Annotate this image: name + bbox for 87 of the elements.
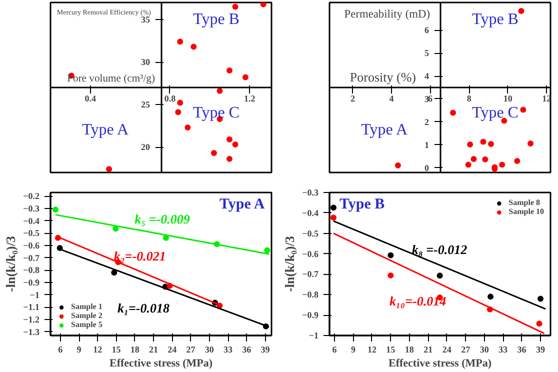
annotation: Type C bbox=[472, 104, 518, 122]
annotation: Type A bbox=[82, 122, 129, 138]
x-tick-label: 33 bbox=[224, 344, 234, 354]
annotation: Type A bbox=[220, 196, 265, 212]
x-tick-label: 27 bbox=[186, 344, 196, 354]
annotation: Type B bbox=[472, 11, 518, 28]
x-tick-label: 21 bbox=[424, 344, 434, 354]
y-tick-label: −0.9 bbox=[302, 310, 319, 320]
legend-label: Sample 10 bbox=[508, 207, 544, 216]
legend-label: Sample 2 bbox=[71, 311, 102, 320]
y-tick-label: −1 bbox=[30, 290, 40, 300]
annotation: k₈ =-0.012 bbox=[412, 242, 468, 258]
legend-label: Sample 5 bbox=[71, 320, 102, 329]
y-tick-label: −0.5 bbox=[23, 228, 40, 238]
x-tick-label: 2 bbox=[350, 94, 356, 104]
annotation: Type C bbox=[193, 104, 240, 122]
y-tick-label: −0.4 bbox=[23, 216, 40, 226]
x-tick-label: 15 bbox=[112, 344, 122, 354]
x-tick-label: 0.8 bbox=[164, 94, 176, 104]
y-tick-label: 3 bbox=[424, 94, 430, 104]
y-tick-label: −0.3 bbox=[302, 188, 319, 198]
y-axis-title: Permeability (mD) bbox=[344, 8, 430, 20]
x-tick-label: 12 bbox=[367, 344, 377, 354]
x-tick-label: 8 bbox=[466, 94, 472, 104]
y-tick-label: 4 bbox=[424, 71, 430, 82]
y-tick-label: −1.2 bbox=[23, 314, 40, 324]
y-axis-title: -ln(k/k₀)/3 bbox=[3, 236, 18, 292]
x-tick-label: 6 bbox=[332, 344, 338, 354]
annotation: k₁=-0.018 bbox=[117, 300, 170, 316]
y-tick-label: 6 bbox=[424, 25, 430, 36]
legend-label: Sample 1 bbox=[71, 302, 102, 311]
x-tick-label: 18 bbox=[130, 344, 140, 354]
y-tick-label: 5 bbox=[424, 48, 430, 58]
annotation: k₂=-0.021 bbox=[114, 248, 166, 264]
x-tick-label: 0.4 bbox=[84, 94, 96, 104]
x-tick-label: 30 bbox=[204, 344, 214, 354]
annotation: k₁₀=-0.014 bbox=[390, 293, 447, 308]
y-tick-label: −0.8 bbox=[23, 265, 40, 276]
y-tick-label: −0.6 bbox=[23, 240, 40, 251]
y-tick-label: 1 bbox=[424, 140, 430, 150]
y-tick-label: −0.6 bbox=[302, 248, 319, 259]
y-tick-label: −0.8 bbox=[302, 290, 319, 300]
x-axis-title: Effective stress (MPa) bbox=[388, 358, 492, 370]
x-tick-label: 24 bbox=[442, 344, 452, 354]
x-tick-label: 33 bbox=[498, 344, 508, 354]
annotation: Type B bbox=[340, 196, 385, 212]
x-tick-label: 6 bbox=[58, 344, 64, 354]
y-tick-label: 30 bbox=[141, 57, 150, 67]
annotation: Type A bbox=[361, 122, 408, 138]
annotation: Type B bbox=[193, 11, 240, 28]
annotation: k₅ =-0.009 bbox=[134, 211, 190, 226]
x-tick-label: 36 bbox=[517, 344, 527, 354]
y-tick-label: −1 bbox=[308, 330, 319, 340]
y-tick-label: −0.4 bbox=[302, 208, 319, 218]
x-tick-label: 9 bbox=[350, 344, 356, 354]
y-tick-label: −0.7 bbox=[23, 252, 40, 263]
x-axis-title: Pore volume (cm³/g) bbox=[67, 74, 156, 84]
y-tick-label: 0 bbox=[424, 162, 430, 173]
y-tick-label: −0.3 bbox=[23, 204, 40, 214]
x-tick-label: 15 bbox=[386, 344, 396, 354]
y-axis-title: -ln(k/k₀)/3 bbox=[282, 236, 298, 292]
x-tick-label: 12 bbox=[93, 344, 103, 354]
x-tick-label: 1.2 bbox=[244, 94, 256, 104]
y-tick-label: −0.7 bbox=[302, 269, 319, 280]
x-axis-title: Effective stress (MPa) bbox=[109, 358, 213, 370]
x-tick-label: 18 bbox=[404, 344, 414, 354]
y-tick-label: −0.5 bbox=[302, 228, 319, 238]
x-tick-label: 21 bbox=[149, 344, 159, 354]
y-tick-label: −1.3 bbox=[23, 326, 40, 337]
y-tick-label: 20 bbox=[141, 142, 150, 152]
y-tick-label: 2 bbox=[424, 116, 430, 127]
x-tick-label: 9 bbox=[76, 344, 82, 354]
y-tick-label: −1.1 bbox=[23, 302, 40, 312]
y-tick-label: 25 bbox=[141, 100, 150, 110]
y-tick-label: 35 bbox=[141, 14, 150, 24]
x-tick-label: 27 bbox=[461, 344, 471, 354]
x-tick-label: 30 bbox=[480, 344, 490, 354]
x-tick-label: 4 bbox=[389, 94, 394, 104]
legend-label: Sample 8 bbox=[508, 198, 540, 207]
x-tick-label: 10 bbox=[503, 94, 513, 104]
x-tick-label: 39 bbox=[536, 344, 546, 354]
x-tick-label: 36 bbox=[242, 344, 252, 354]
y-tick-label: −0.2 bbox=[23, 191, 40, 202]
y-tick-label: −0.9 bbox=[23, 277, 40, 288]
x-tick-label: 39 bbox=[260, 344, 270, 354]
x-axis-title: Porosity (%) bbox=[350, 70, 416, 84]
x-tick-label: 24 bbox=[168, 344, 178, 354]
